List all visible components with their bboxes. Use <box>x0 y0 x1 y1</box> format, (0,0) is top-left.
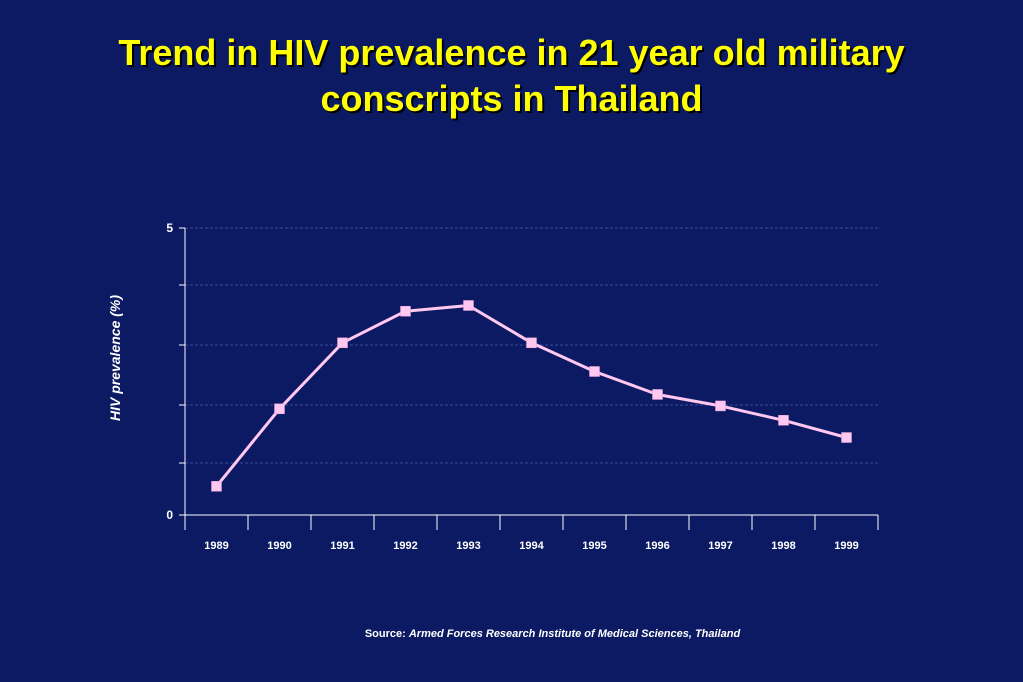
data-point-1992 <box>400 305 411 317</box>
data-point-1997 <box>715 400 726 412</box>
data-point-1994 <box>526 337 537 349</box>
x-tick-label: 1993 <box>456 540 480 552</box>
x-tick-label: 1999 <box>834 540 858 552</box>
data-point-1991 <box>337 337 348 349</box>
data-point-1990 <box>274 403 285 415</box>
x-tick-label: 1990 <box>267 540 291 552</box>
x-tick-label: 1991 <box>330 540 354 552</box>
title-line-2: conscripts in Thailand <box>320 78 703 119</box>
source-text: Armed Forces Research Institute of Medic… <box>408 628 741 640</box>
data-point-1996 <box>652 389 663 400</box>
x-axis-ticks: 1989 1990 1991 1992 1993 1994 1995 1996 1997 1998… <box>184 515 879 552</box>
y-tick-label: 5 <box>166 221 173 235</box>
data-point-1989 <box>211 481 222 492</box>
x-tick-label: 1997 <box>708 540 732 552</box>
x-tick-label: 1998 <box>771 540 795 552</box>
y-tick-label: 0 <box>166 508 173 522</box>
series-group <box>211 300 852 492</box>
source-note: Source: Armed Forces Research Institute … <box>0 628 1023 640</box>
x-tick-label: 1989 <box>204 540 228 552</box>
axes <box>179 227 878 516</box>
x-tick-label: 1994 <box>519 540 544 552</box>
series-line <box>215 304 847 488</box>
data-point-1993 <box>463 300 474 311</box>
source-label: Source: <box>364 628 406 640</box>
x-tick-label: 1996 <box>645 540 669 552</box>
axis-labels: 0 5 HIV prevalence (%) <box>107 221 173 522</box>
x-tick-label: 1995 <box>582 540 606 552</box>
x-tick-label: 1992 <box>393 540 417 552</box>
data-point-1995 <box>589 366 600 377</box>
title-line-1: Trend in HIV prevalence in 21 year old m… <box>118 32 905 73</box>
data-point-1998 <box>778 415 789 426</box>
page-title: Trend in HIV prevalence in 21 year old m… <box>0 30 1023 122</box>
y-axis-label: HIV prevalence (%) <box>107 295 123 421</box>
data-point-1999 <box>841 432 852 443</box>
